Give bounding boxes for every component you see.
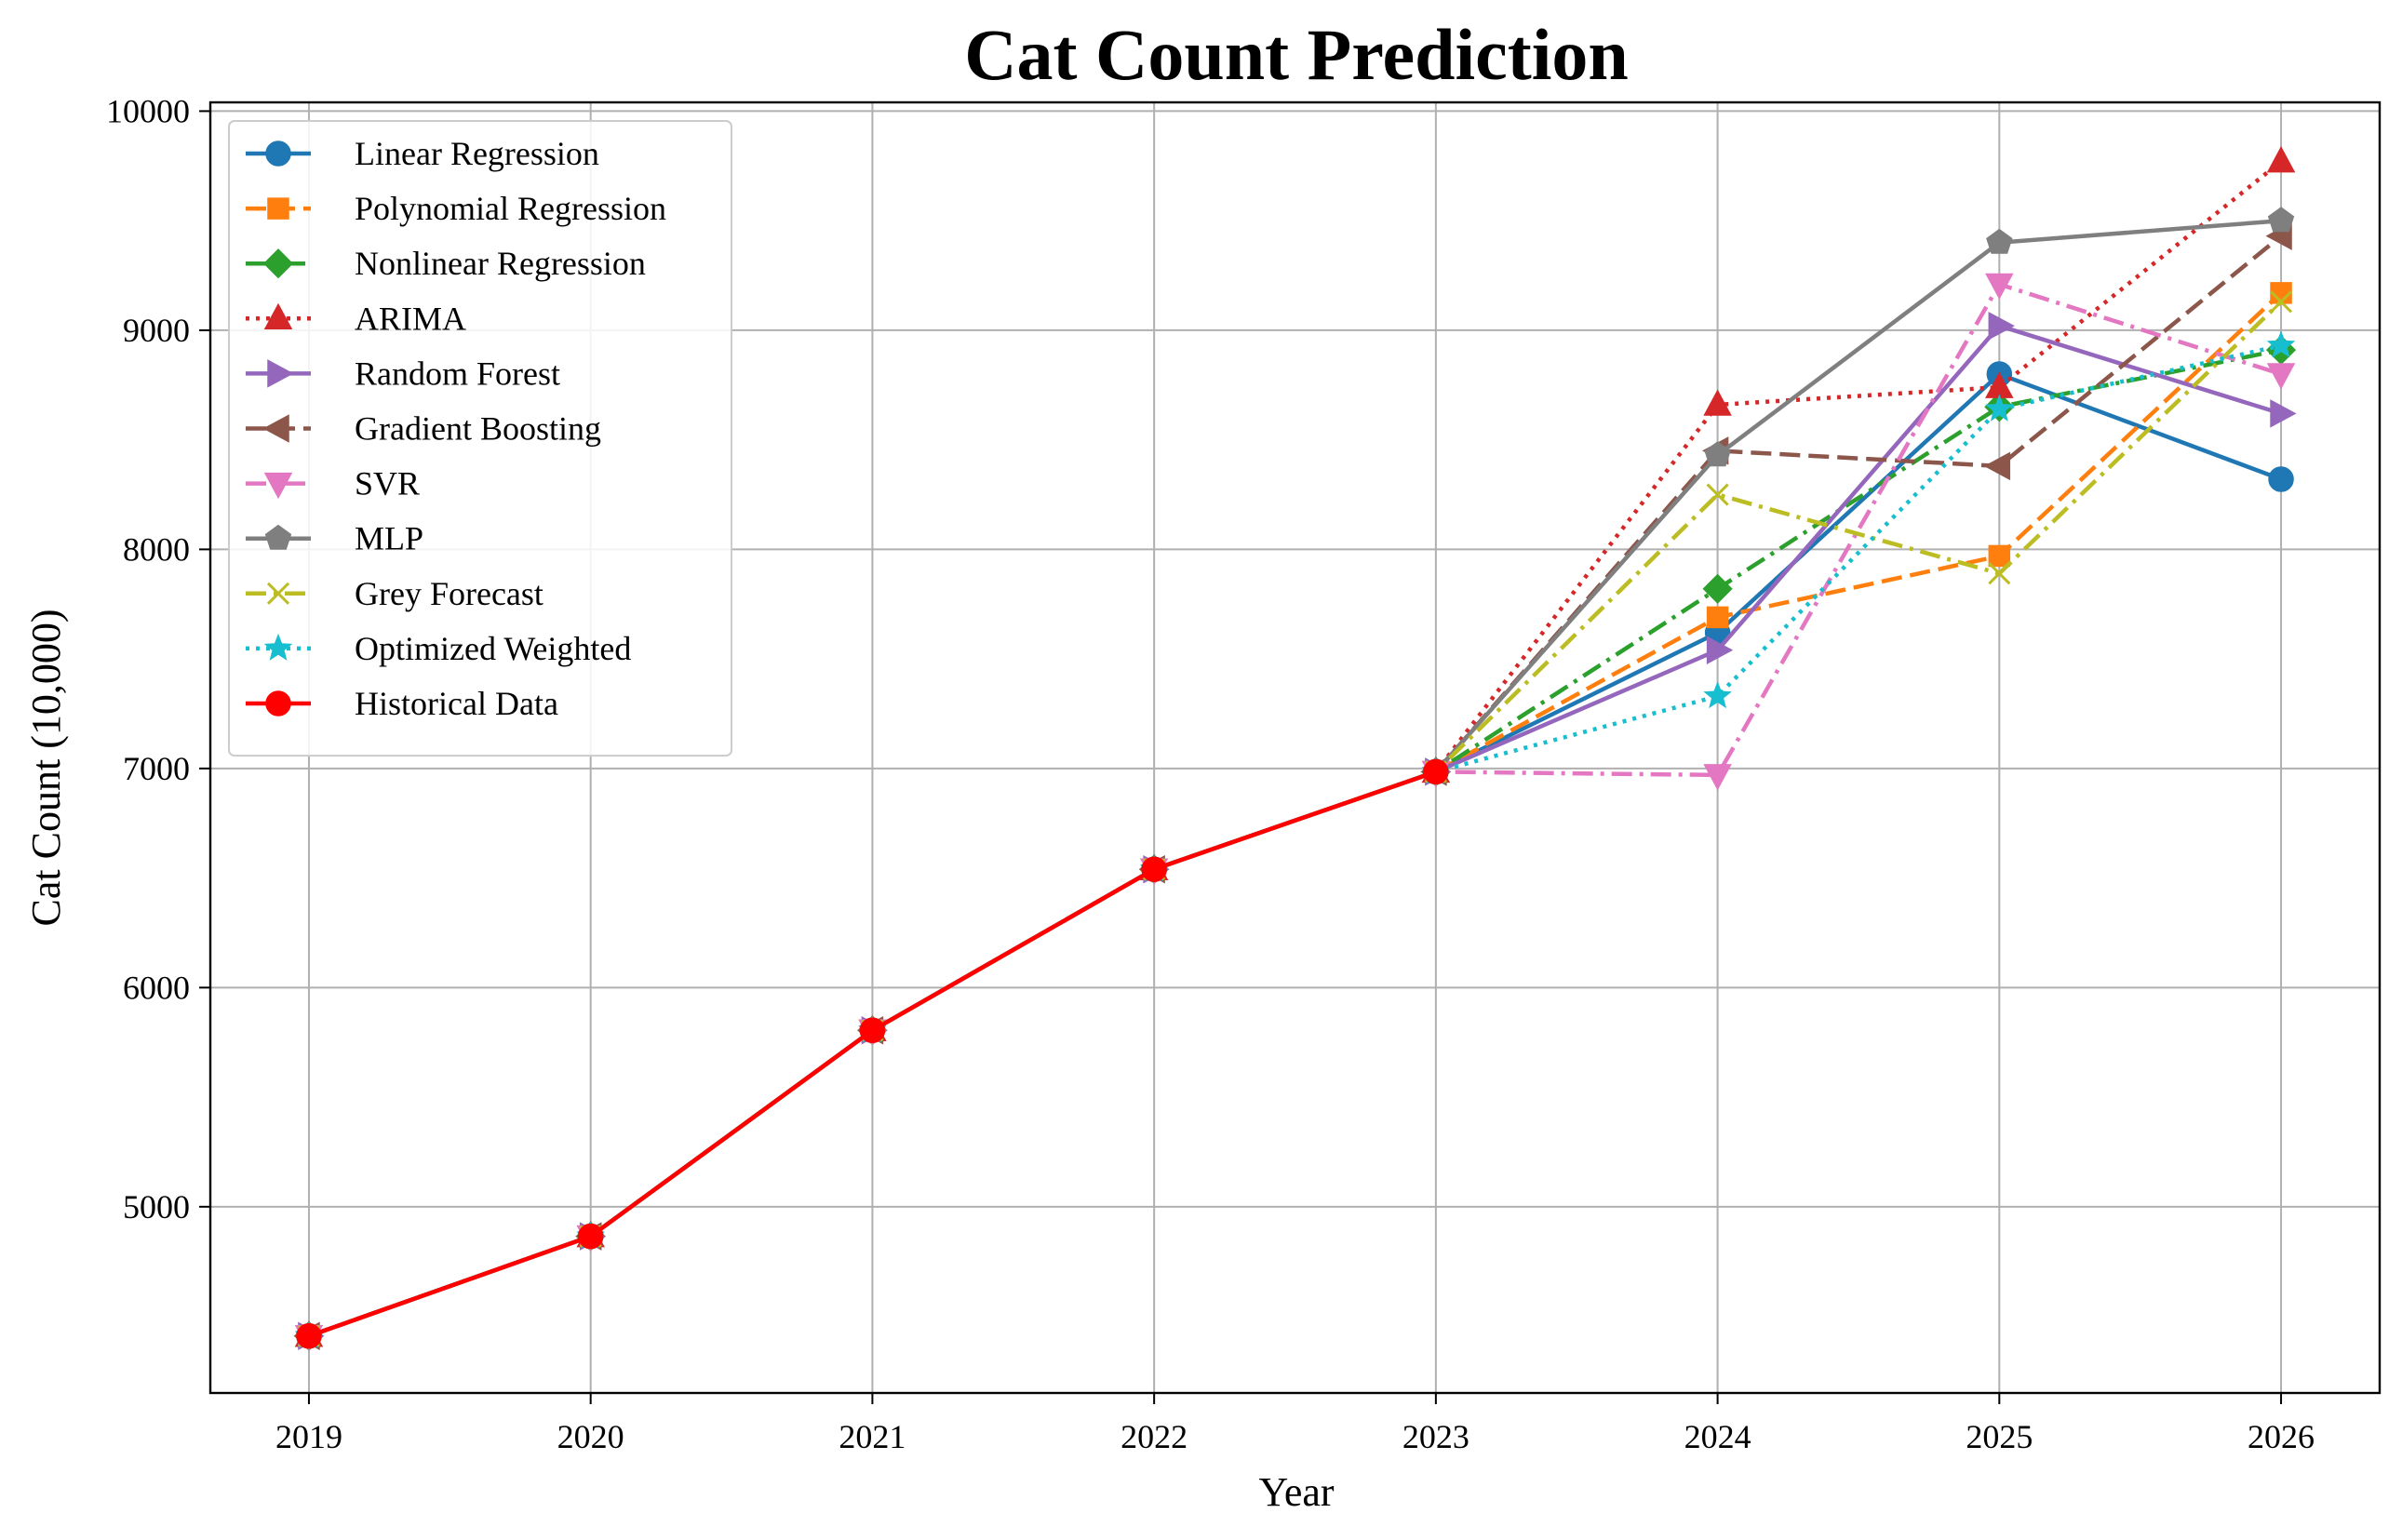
legend-item: Grey Forecast bbox=[246, 575, 543, 612]
data-point bbox=[2270, 399, 2297, 428]
y-tick-label: 6000 bbox=[123, 969, 190, 1006]
legend-marker bbox=[263, 472, 293, 500]
legend-item: ARIMA bbox=[246, 300, 466, 337]
grid bbox=[210, 102, 2380, 1393]
plot-series bbox=[293, 145, 2297, 1352]
data-point bbox=[2269, 290, 2293, 314]
legend-marker bbox=[263, 302, 293, 330]
data-point bbox=[1141, 856, 1167, 882]
data-point bbox=[2266, 363, 2296, 390]
legend-label: Grey Forecast bbox=[355, 575, 543, 612]
legend-item: Optimized Weighted bbox=[246, 630, 631, 667]
data-point bbox=[1703, 764, 1732, 791]
x-tick-label: 2021 bbox=[839, 1418, 906, 1455]
legend-marker bbox=[263, 633, 293, 661]
legend-marker bbox=[265, 690, 291, 716]
data-point bbox=[296, 1323, 322, 1349]
y-tick-label: 9000 bbox=[123, 312, 190, 349]
x-axis-title: Year bbox=[1258, 1469, 1334, 1515]
data-point bbox=[859, 1017, 886, 1044]
series-historical-data bbox=[296, 758, 1449, 1349]
data-point bbox=[1985, 394, 2014, 422]
y-tick-label: 10000 bbox=[106, 92, 190, 129]
legend-item: Polynomial Regression bbox=[246, 190, 666, 227]
legend-marker bbox=[262, 248, 294, 279]
x-tick-label: 2024 bbox=[1684, 1418, 1751, 1455]
legend-label: Historical Data bbox=[355, 685, 558, 722]
x-tick-label: 2020 bbox=[557, 1418, 624, 1455]
legend-item: SVR bbox=[246, 465, 420, 502]
data-point bbox=[1988, 562, 2011, 585]
legend-item: Random Forest bbox=[246, 355, 560, 392]
legend-marker bbox=[265, 141, 291, 167]
data-point bbox=[1706, 606, 1729, 629]
data-point bbox=[2266, 330, 2296, 358]
data-point bbox=[2266, 145, 2296, 173]
legend-item: Gradient Boosting bbox=[246, 410, 601, 448]
data-point bbox=[1706, 483, 1729, 506]
series-line bbox=[308, 343, 2282, 1338]
x-tick-label: 2019 bbox=[275, 1418, 342, 1455]
data-point bbox=[1985, 273, 2014, 301]
legend-marker bbox=[266, 582, 290, 605]
legend-label: SVR bbox=[355, 465, 420, 502]
data-point bbox=[2267, 207, 2295, 233]
data-point bbox=[1988, 544, 2011, 568]
y-axis-title: Cat Count (10,000) bbox=[23, 609, 69, 927]
data-point bbox=[577, 1223, 604, 1250]
data-point bbox=[1704, 441, 1731, 467]
chart-title: Cat Count Prediction bbox=[964, 14, 1629, 95]
x-tick-label: 2023 bbox=[1402, 1418, 1469, 1455]
legend-marker bbox=[262, 414, 289, 443]
legend-marker bbox=[264, 524, 292, 550]
legend-label: Optimized Weighted bbox=[355, 630, 631, 667]
data-point bbox=[1986, 228, 2013, 254]
data-point bbox=[1702, 573, 1733, 604]
legend-marker bbox=[267, 359, 294, 388]
axes: 2019 2020 2021 2022 2023 2024 2025 2026 5000 6000… bbox=[106, 92, 2315, 1455]
plot-frame bbox=[208, 100, 2382, 1395]
legend-label: MLP bbox=[355, 520, 423, 557]
legend-box bbox=[228, 120, 732, 757]
x-tick-label: 2022 bbox=[1120, 1418, 1188, 1455]
data-point bbox=[1423, 758, 1449, 785]
data-point bbox=[1988, 311, 2015, 341]
x-tick-label: 2026 bbox=[2248, 1418, 2315, 1455]
legend-marker bbox=[267, 197, 289, 220]
series-line bbox=[308, 159, 2283, 1338]
data-point bbox=[2268, 466, 2294, 492]
legend-item: MLP bbox=[246, 520, 423, 557]
x-tick-label: 2025 bbox=[1966, 1418, 2033, 1455]
y-tick-label: 7000 bbox=[123, 750, 190, 787]
legend-label: Random Forest bbox=[355, 355, 560, 392]
legend-label: ARIMA bbox=[355, 300, 466, 337]
legend-label: Gradient Boosting bbox=[355, 410, 601, 448]
legend-label: Nonlinear Regression bbox=[355, 245, 646, 282]
legend: Linear Regression Polynomial Regression No… bbox=[228, 120, 732, 757]
legend-item: Nonlinear Regression bbox=[246, 245, 646, 282]
data-point bbox=[1983, 451, 2011, 481]
data-point bbox=[1706, 636, 1734, 664]
y-tick-label: 8000 bbox=[123, 530, 190, 568]
data-point bbox=[1703, 681, 1732, 709]
y-tick-label: 5000 bbox=[123, 1188, 190, 1225]
data-point bbox=[1703, 389, 1732, 416]
legend-label: Polynomial Regression bbox=[355, 190, 666, 227]
legend-label: Linear Regression bbox=[355, 135, 599, 172]
legend-item: Linear Regression bbox=[246, 135, 599, 172]
legend-item: Historical Data bbox=[246, 685, 558, 722]
